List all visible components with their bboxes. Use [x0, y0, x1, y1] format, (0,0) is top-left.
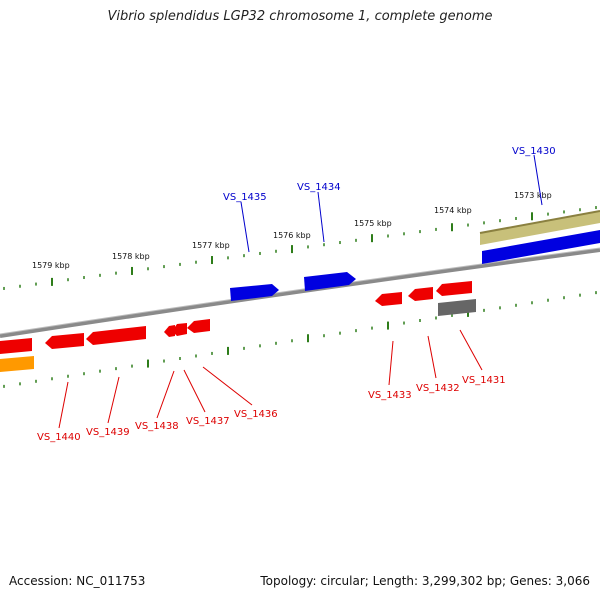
vs-1434-gene: [304, 272, 356, 291]
inner-tick-track: [3, 291, 597, 388]
gene-label-vs-1439: VS_1439: [86, 427, 130, 438]
vs-1437-gene: [172, 323, 187, 336]
vs-1436-gene: [187, 319, 210, 333]
vs-1430-gene: [482, 230, 600, 264]
gene-label-vs-1430: VS_1430: [512, 146, 556, 157]
gene-label-vs-1431: VS_1431: [462, 375, 506, 386]
vs-1440-gene: [45, 333, 84, 349]
vs-1431-gene: [436, 281, 472, 296]
gene-label-vs-1433: VS_1433: [368, 390, 412, 401]
scale-label: 1576 kbp: [273, 231, 311, 240]
gene-label-vs-1440: VS_1440: [37, 432, 81, 443]
scale-label: 1578 kbp: [112, 252, 150, 261]
gene-label-vs-1436: VS_1436: [234, 409, 278, 420]
genome-backbone: [0, 248, 600, 338]
vs-1433-gene: [375, 292, 402, 306]
scale-label: 1579 kbp: [32, 261, 70, 270]
vs-1439-gene: [86, 326, 146, 345]
gene-label-vs-1435: VS_1435: [223, 192, 267, 203]
vs-1438-gene: [164, 325, 175, 337]
gene-label-vs-1438: VS_1438: [135, 421, 179, 432]
scale-label: 1577 kbp: [192, 241, 230, 250]
scale-label: 1573 kbp: [514, 191, 552, 200]
gene-label-vs-1434: VS_1434: [297, 182, 341, 193]
gene-label-vs-1437: VS_1437: [186, 416, 230, 427]
scale-label: 1575 kbp: [354, 219, 392, 228]
accession-text: Accession: NC_011753: [9, 574, 146, 588]
topology-text: Topology: circular; Length: 3,299,302 bp…: [260, 574, 590, 588]
gene-label-vs-1432: VS_1432: [416, 383, 460, 394]
olive-feature-bar: [480, 211, 600, 245]
left-edge-red-gene: [0, 338, 32, 354]
vs-1432-gene: [408, 287, 433, 301]
scale-label: 1574 kbp: [434, 206, 472, 215]
map-title: Vibrio splendidus LGP32 chromosome 1, co…: [107, 9, 493, 24]
vs-1431-grey-feature: [438, 299, 476, 316]
vs-1435-gene: [230, 284, 279, 301]
orange-feature: [0, 356, 34, 372]
outer-tick-track: [3, 206, 597, 290]
